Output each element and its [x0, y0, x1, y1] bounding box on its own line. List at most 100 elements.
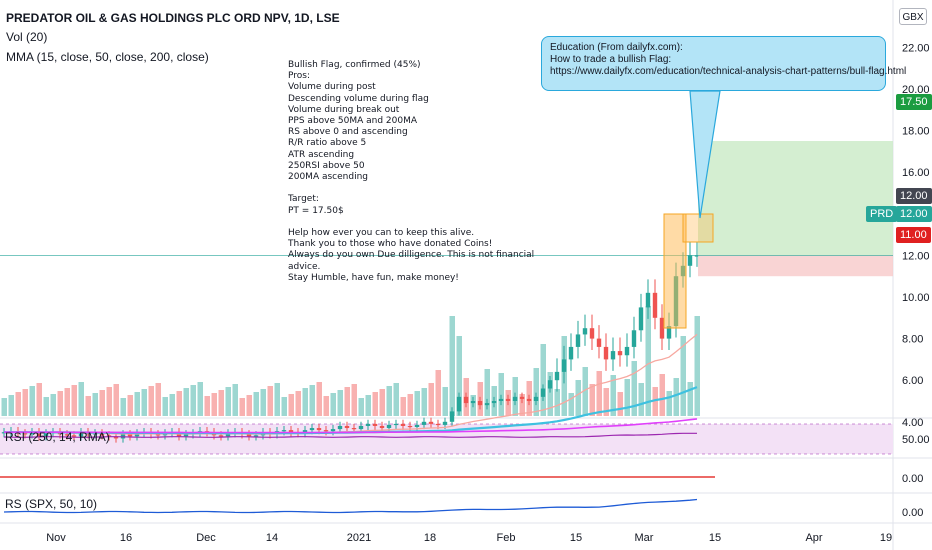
callout-link[interactable]: https://www.dailyfx.com/education/techni…: [550, 66, 907, 77]
candle-body: [246, 434, 252, 437]
x-tick-label: 15: [709, 532, 721, 544]
candle-body: [344, 425, 350, 429]
volume-bar: [540, 344, 546, 416]
note-line: PPS above 50MA and 200MA: [288, 116, 418, 127]
education-callout[interactable]: Education (From dailyfx.com): How to tra…: [541, 36, 907, 91]
callout-line-2: How to trade a bullish Flag:: [550, 54, 672, 65]
note-line: 250RSI above 50: [288, 160, 365, 171]
rs-legend[interactable]: RS (SPX, 50, 10): [5, 497, 98, 511]
volume-bar: [302, 388, 308, 416]
volume-bar: [267, 386, 273, 416]
candle-body: [484, 403, 490, 406]
volume-bar: [99, 390, 105, 416]
note-line: Thank you to those who have donated Coin…: [288, 239, 493, 250]
candle-body: [519, 396, 525, 399]
volume-bar: [57, 391, 63, 416]
volume-bar: [554, 389, 560, 416]
candle-body: [435, 423, 441, 426]
candle-body: [337, 425, 343, 430]
volume-bar: [120, 398, 126, 416]
volume-bar: [232, 384, 238, 416]
volume-bar: [288, 394, 294, 416]
volume-bar: [610, 375, 616, 416]
volume-bar: [176, 391, 182, 416]
volume-bar: [274, 383, 280, 416]
volume-bar: [673, 378, 679, 416]
volume-bar: [155, 383, 161, 416]
x-tick-label: 15: [570, 532, 582, 544]
candle-body: [603, 346, 609, 360]
volume-bar: [694, 316, 700, 416]
currency-badge[interactable]: GBX: [899, 8, 927, 25]
candle-body: [99, 433, 105, 436]
note-line: Volume during break out: [288, 104, 400, 115]
volume-bar: [414, 391, 420, 416]
volume-bar: [547, 372, 553, 416]
note-line: Target:: [288, 194, 319, 205]
y-tick-label: 10.00: [902, 292, 930, 304]
volume-bar: [344, 387, 350, 416]
candle-body: [78, 432, 84, 437]
candle-body: [330, 429, 336, 432]
candle-body: [659, 317, 665, 339]
stop-zone: [698, 255, 893, 277]
callout-line-1: Education (From dailyfx.com):: [550, 42, 683, 53]
candle-body: [71, 435, 77, 437]
volume-bar: [64, 388, 70, 416]
volume-bar: [519, 394, 525, 416]
volume-bar: [162, 397, 168, 416]
mma-legend[interactable]: MMA (15, close, 50, close, 200, close): [6, 50, 209, 64]
candle-body: [183, 434, 189, 437]
candle-body: [477, 401, 483, 406]
candle-body: [568, 346, 574, 360]
candle-body: [113, 436, 119, 439]
volume-bar: [211, 393, 217, 416]
volume-bar: [596, 371, 602, 416]
candle-body: [365, 423, 371, 426]
note-line: Stay Humble, have fun, make money!: [288, 272, 459, 283]
note-line: RS above 0 and ascending: [288, 127, 408, 138]
candle-body: [645, 292, 651, 308]
y-tick-label: 8.00: [902, 334, 923, 346]
candle-body: [596, 338, 602, 347]
volume-bar: [484, 369, 490, 416]
candle-body: [1, 432, 7, 434]
candle-body: [652, 292, 658, 318]
rsi-legend[interactable]: RSI (250, 14, RMA): [5, 430, 110, 444]
note-line: Pros:: [288, 71, 310, 82]
volume-bar: [169, 394, 175, 416]
ma200-line: [4, 418, 698, 434]
stop-price-tag: 11.00: [896, 227, 931, 243]
candle-body: [526, 398, 532, 401]
volume-bar: [113, 384, 119, 416]
note-line: [288, 183, 534, 194]
candle-body: [379, 425, 385, 429]
volume-bar: [687, 382, 693, 416]
volume-bar: [358, 398, 364, 416]
note-line: R/R ratio above 5: [288, 138, 367, 149]
candle-body: [491, 401, 497, 404]
note-line: PT = 17.50$: [288, 205, 344, 216]
target-price-tag: 17.50: [896, 94, 932, 110]
x-tick-label: 16: [120, 532, 132, 544]
y-tick-label: 4.00: [902, 417, 923, 429]
candle-body: [358, 425, 364, 430]
rsi-tick-label: 50.00: [902, 434, 930, 446]
candle-body: [456, 396, 462, 412]
volume-bar: [36, 383, 42, 416]
note-line: 200MA ascending: [288, 172, 368, 183]
volume-bar: [50, 394, 56, 416]
volume-bar: [435, 370, 441, 416]
volume-legend[interactable]: Vol (20): [6, 30, 48, 44]
candle-body: [36, 432, 42, 437]
volume-bar: [148, 386, 154, 416]
volume-bar: [239, 398, 245, 416]
candle-body: [414, 424, 420, 427]
volume-bar: [603, 388, 609, 416]
candle-body: [64, 434, 70, 436]
volume-bar: [498, 373, 504, 416]
volume-bar: [442, 387, 448, 416]
note-line: Always do you own Due dilligence. This i…: [288, 250, 535, 261]
volume-bar: [365, 395, 371, 416]
